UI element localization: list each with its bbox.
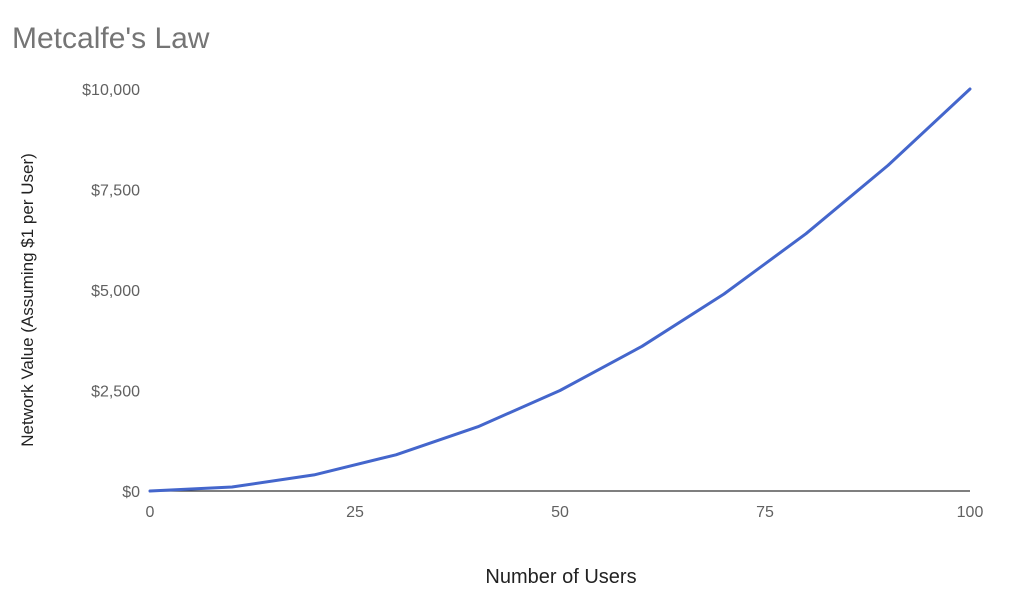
x-tick-label: 0 <box>146 504 155 521</box>
series-layer <box>148 87 972 493</box>
y-tick-label: $2,500 <box>91 384 140 401</box>
x-tick-label: 100 <box>957 504 984 521</box>
x-tick-label: 25 <box>346 504 364 521</box>
series-line <box>148 87 972 493</box>
x-axis-title: Number of Users <box>485 566 636 588</box>
y-axis-title: Network Value (Assuming $1 per User) <box>18 153 37 447</box>
x-axis-ticks: 0 25 50 75 100 <box>146 504 984 521</box>
y-tick-label: $7,500 <box>91 183 140 200</box>
y-tick-label: $5,000 <box>91 283 140 300</box>
chart-title: Metcalfe's Law <box>12 22 210 55</box>
y-tick-label: $0 <box>122 484 140 501</box>
x-tick-label: 50 <box>551 504 569 521</box>
y-axis-ticks: $0 $2,500 $5,000 $7,500 $10,000 <box>82 82 140 501</box>
y-tick-label: $10,000 <box>82 82 140 99</box>
x-tick-label: 75 <box>756 504 774 521</box>
